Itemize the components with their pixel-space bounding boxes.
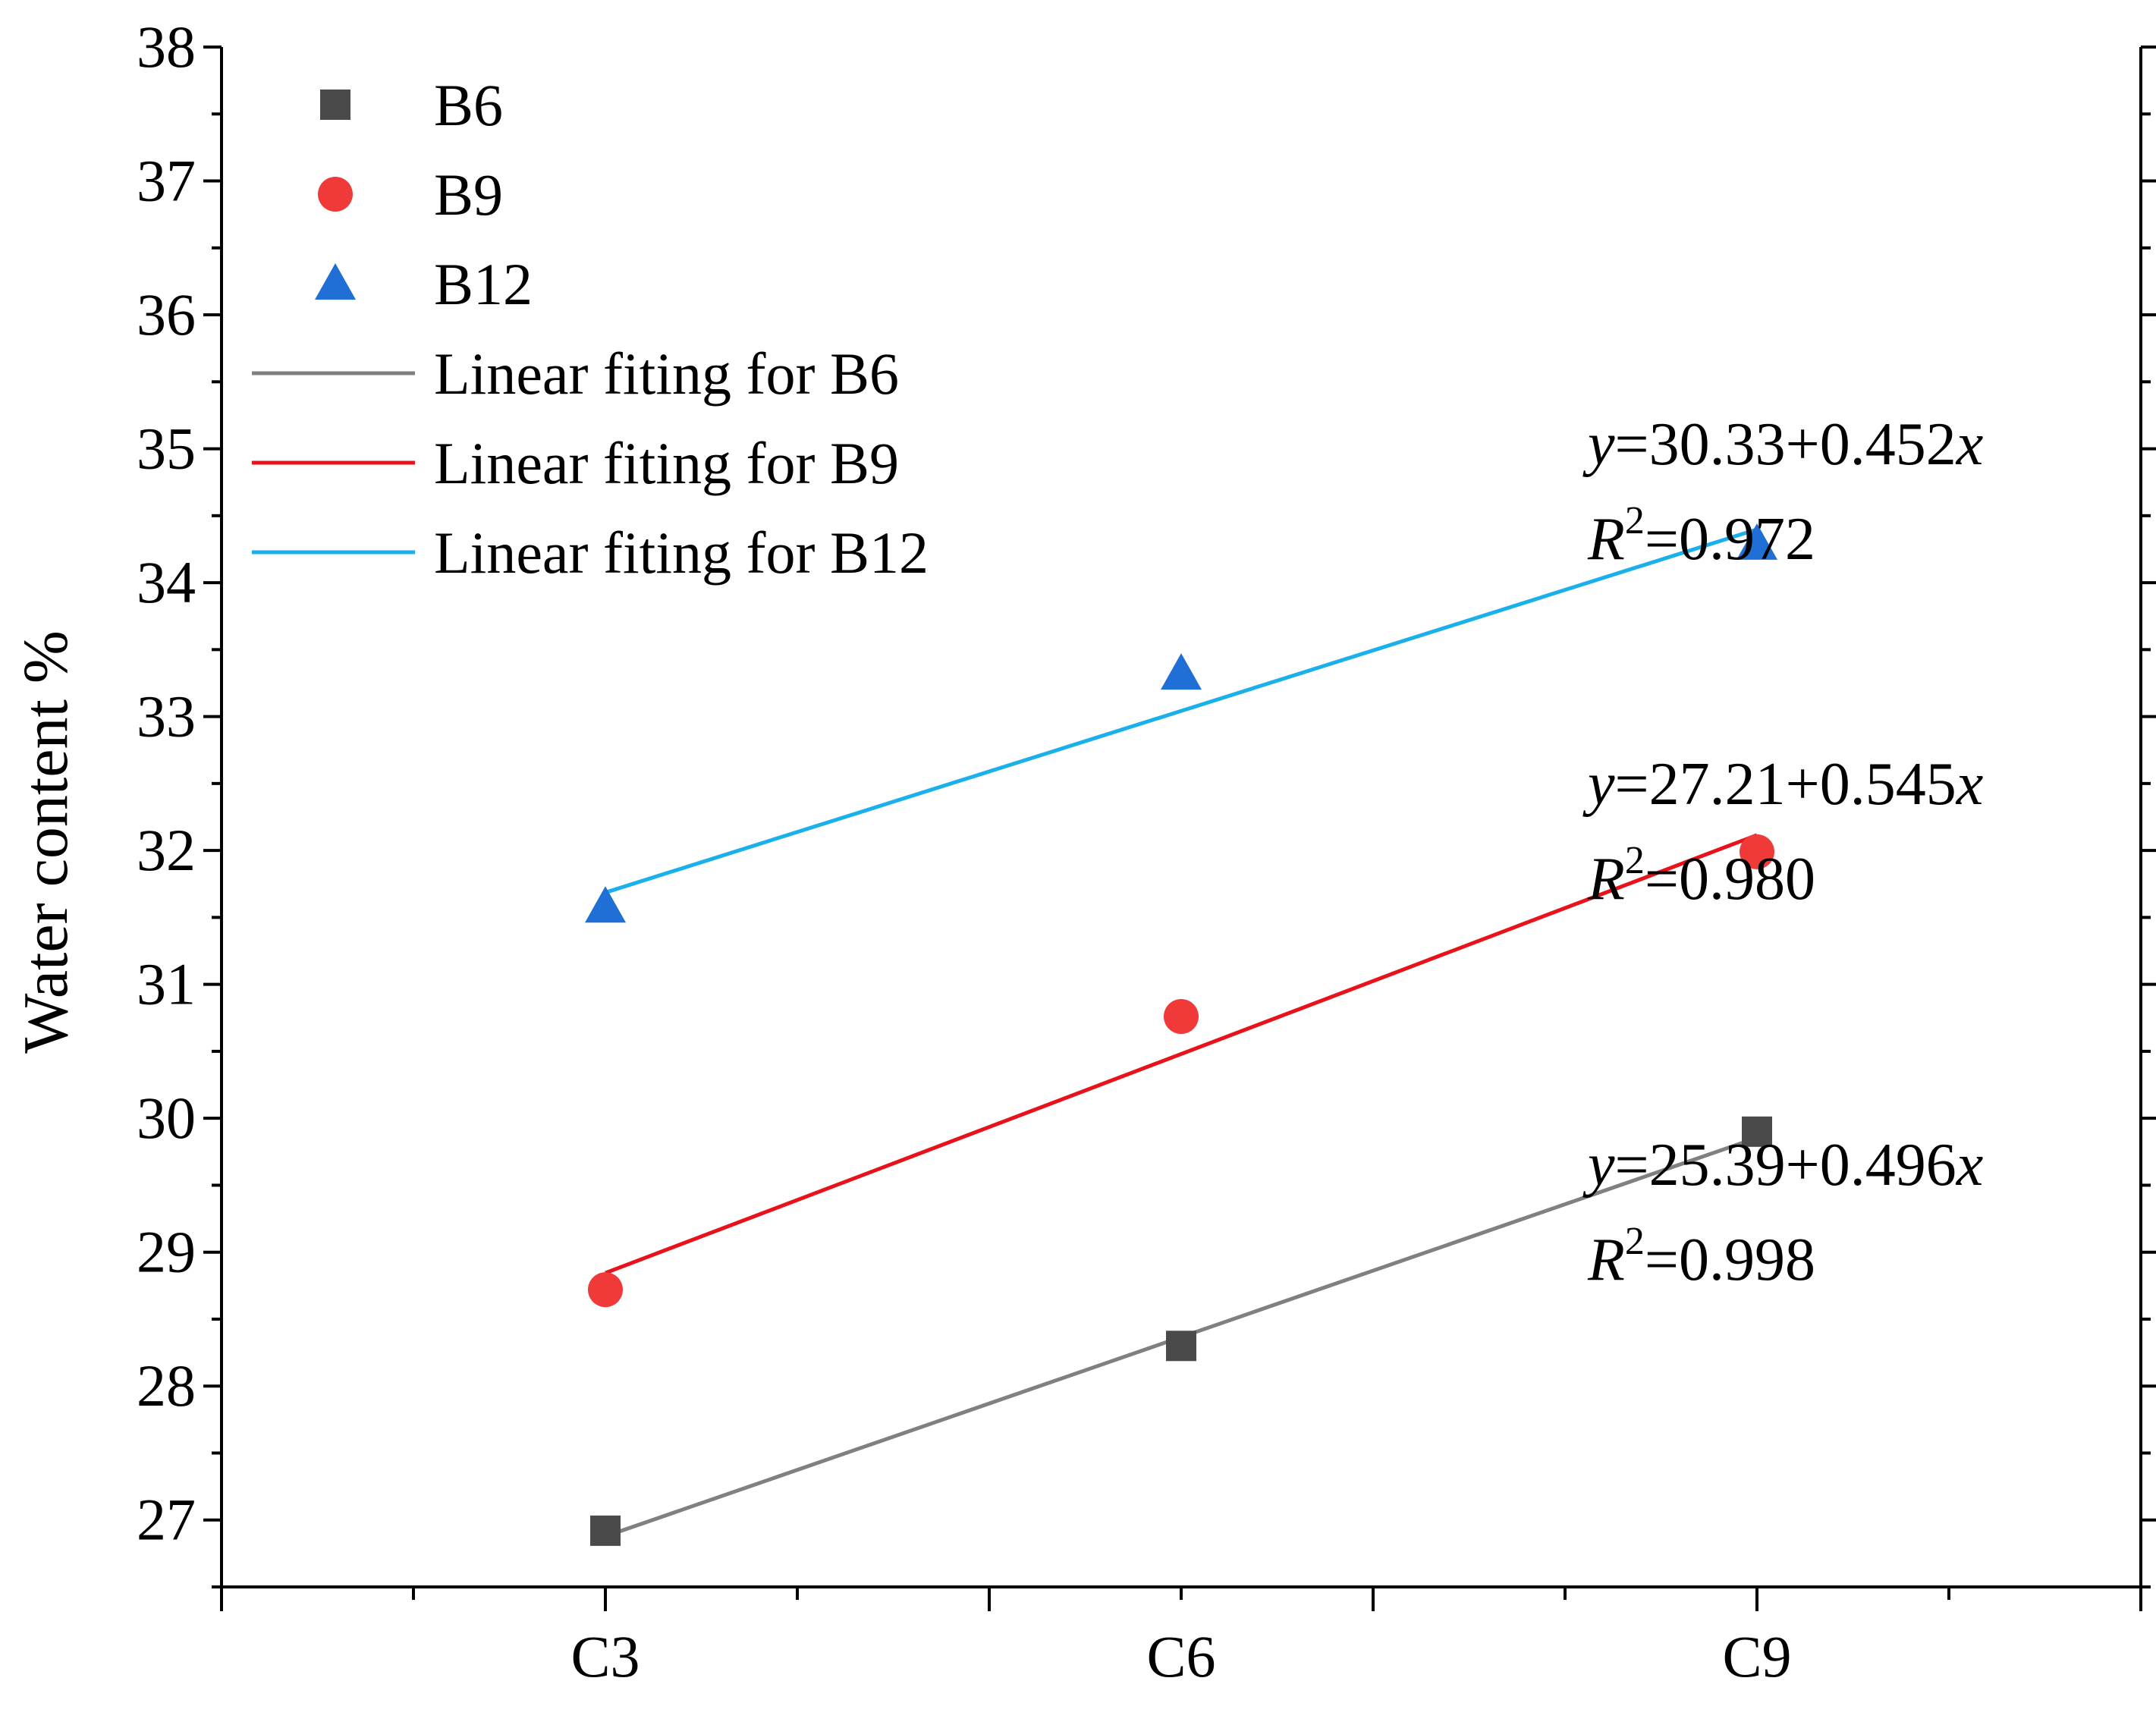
legend-label-b6: B6 bbox=[434, 72, 503, 138]
legend-fit-label-b12: Linear fiting for B12 bbox=[434, 520, 929, 586]
legend-label-b9: B9 bbox=[434, 162, 503, 228]
legend-marker-b9 bbox=[318, 177, 353, 212]
point-b12 bbox=[585, 886, 626, 923]
y-tick-label: 33 bbox=[137, 683, 196, 749]
fit-line-b12 bbox=[605, 527, 1758, 894]
axes: 27 28 29 30 31 32 33 34 35 36 37 38 C3 C6 C9 bbox=[137, 14, 2156, 1689]
equations: y=25.39+0.496x R2=0.998 y=27.21+0.545x R2=0… bbox=[1582, 411, 1983, 1293]
y-tick-label: 31 bbox=[137, 951, 196, 1017]
equation-b12: y=30.33+0.452x bbox=[1582, 411, 1983, 478]
x-tick-label: C9 bbox=[1722, 1623, 1791, 1689]
y-axis-label: Water content % bbox=[11, 630, 81, 1054]
x-tick-label: C3 bbox=[570, 1623, 640, 1689]
equation-b6: y=25.39+0.496x bbox=[1582, 1132, 1983, 1199]
y-tick-label: 38 bbox=[137, 14, 196, 80]
point-b9 bbox=[588, 1272, 623, 1308]
y-tick-label: 37 bbox=[137, 148, 196, 214]
point-b9 bbox=[1164, 999, 1199, 1035]
point-b9 bbox=[1740, 834, 1774, 869]
legend-marker-b6 bbox=[320, 90, 350, 120]
r-squared-b6: R2=0.998 bbox=[1587, 1220, 1815, 1293]
x-tick-label: C6 bbox=[1146, 1623, 1215, 1689]
y-tick-label: 35 bbox=[137, 416, 196, 482]
equation-b9: y=27.21+0.545x bbox=[1582, 751, 1983, 818]
point-b6 bbox=[590, 1515, 621, 1546]
legend-label-b12: B12 bbox=[434, 251, 533, 317]
y-tick-label: 32 bbox=[137, 817, 196, 883]
y-tick-label: 30 bbox=[137, 1085, 196, 1151]
point-b6 bbox=[1742, 1116, 1772, 1147]
legend-fit-label-b9: Linear fiting for B9 bbox=[434, 430, 899, 496]
y-tick-label: 29 bbox=[137, 1219, 196, 1285]
y-tick-label: 36 bbox=[137, 281, 196, 347]
y-tick-label: 27 bbox=[137, 1487, 196, 1553]
point-b12 bbox=[1736, 523, 1777, 560]
legend-fit-label-b6: Linear fiting for B6 bbox=[434, 341, 899, 407]
data-points bbox=[585, 523, 1777, 1546]
r-squared-b12: R2=0.972 bbox=[1587, 499, 1815, 573]
r-squared-b9: R2=0.980 bbox=[1587, 839, 1815, 913]
legend-marker-b12 bbox=[315, 263, 356, 300]
point-b6 bbox=[1166, 1331, 1196, 1362]
point-b12 bbox=[1161, 653, 1202, 690]
y-tick-label: 28 bbox=[137, 1353, 196, 1419]
y-tick-label: 34 bbox=[137, 549, 196, 615]
legend: B6 B9 B12 Linear fiting for B6 Linear fiting… bbox=[252, 72, 929, 586]
fit-line-b9 bbox=[605, 833, 1758, 1275]
